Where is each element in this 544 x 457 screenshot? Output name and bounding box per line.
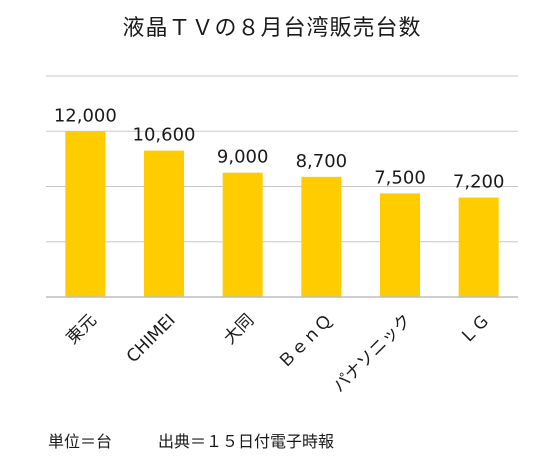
- bar: [458, 197, 499, 297]
- chart-footer: 単位＝台 出典＝１５日付電子時報: [48, 428, 334, 452]
- category-label: 大同: [220, 310, 258, 348]
- bar: [301, 176, 342, 297]
- data-label: 9,000: [217, 147, 269, 168]
- category-label: ＢｅｎＱ: [275, 310, 337, 372]
- bar: [380, 193, 420, 297]
- category-label: 東元: [63, 310, 101, 348]
- bar: [222, 172, 263, 297]
- category-label: CHIMEI: [123, 310, 180, 367]
- bar: [65, 131, 106, 297]
- data-label: 10,600: [133, 125, 196, 146]
- bar: [144, 150, 184, 297]
- unit-note: 単位＝台: [48, 432, 113, 451]
- data-label: 7,200: [453, 172, 505, 193]
- source-note: 出典＝１５日付電子時報: [158, 432, 335, 451]
- data-label: 7,500: [374, 167, 426, 188]
- category-label: パナソニック: [329, 310, 415, 396]
- category-label: ＬＧ: [456, 310, 494, 348]
- data-label: 12,000: [54, 105, 117, 126]
- data-label: 8,700: [296, 151, 348, 172]
- chart-title: 液晶ＴＶの８月台湾販売台数: [122, 16, 422, 41]
